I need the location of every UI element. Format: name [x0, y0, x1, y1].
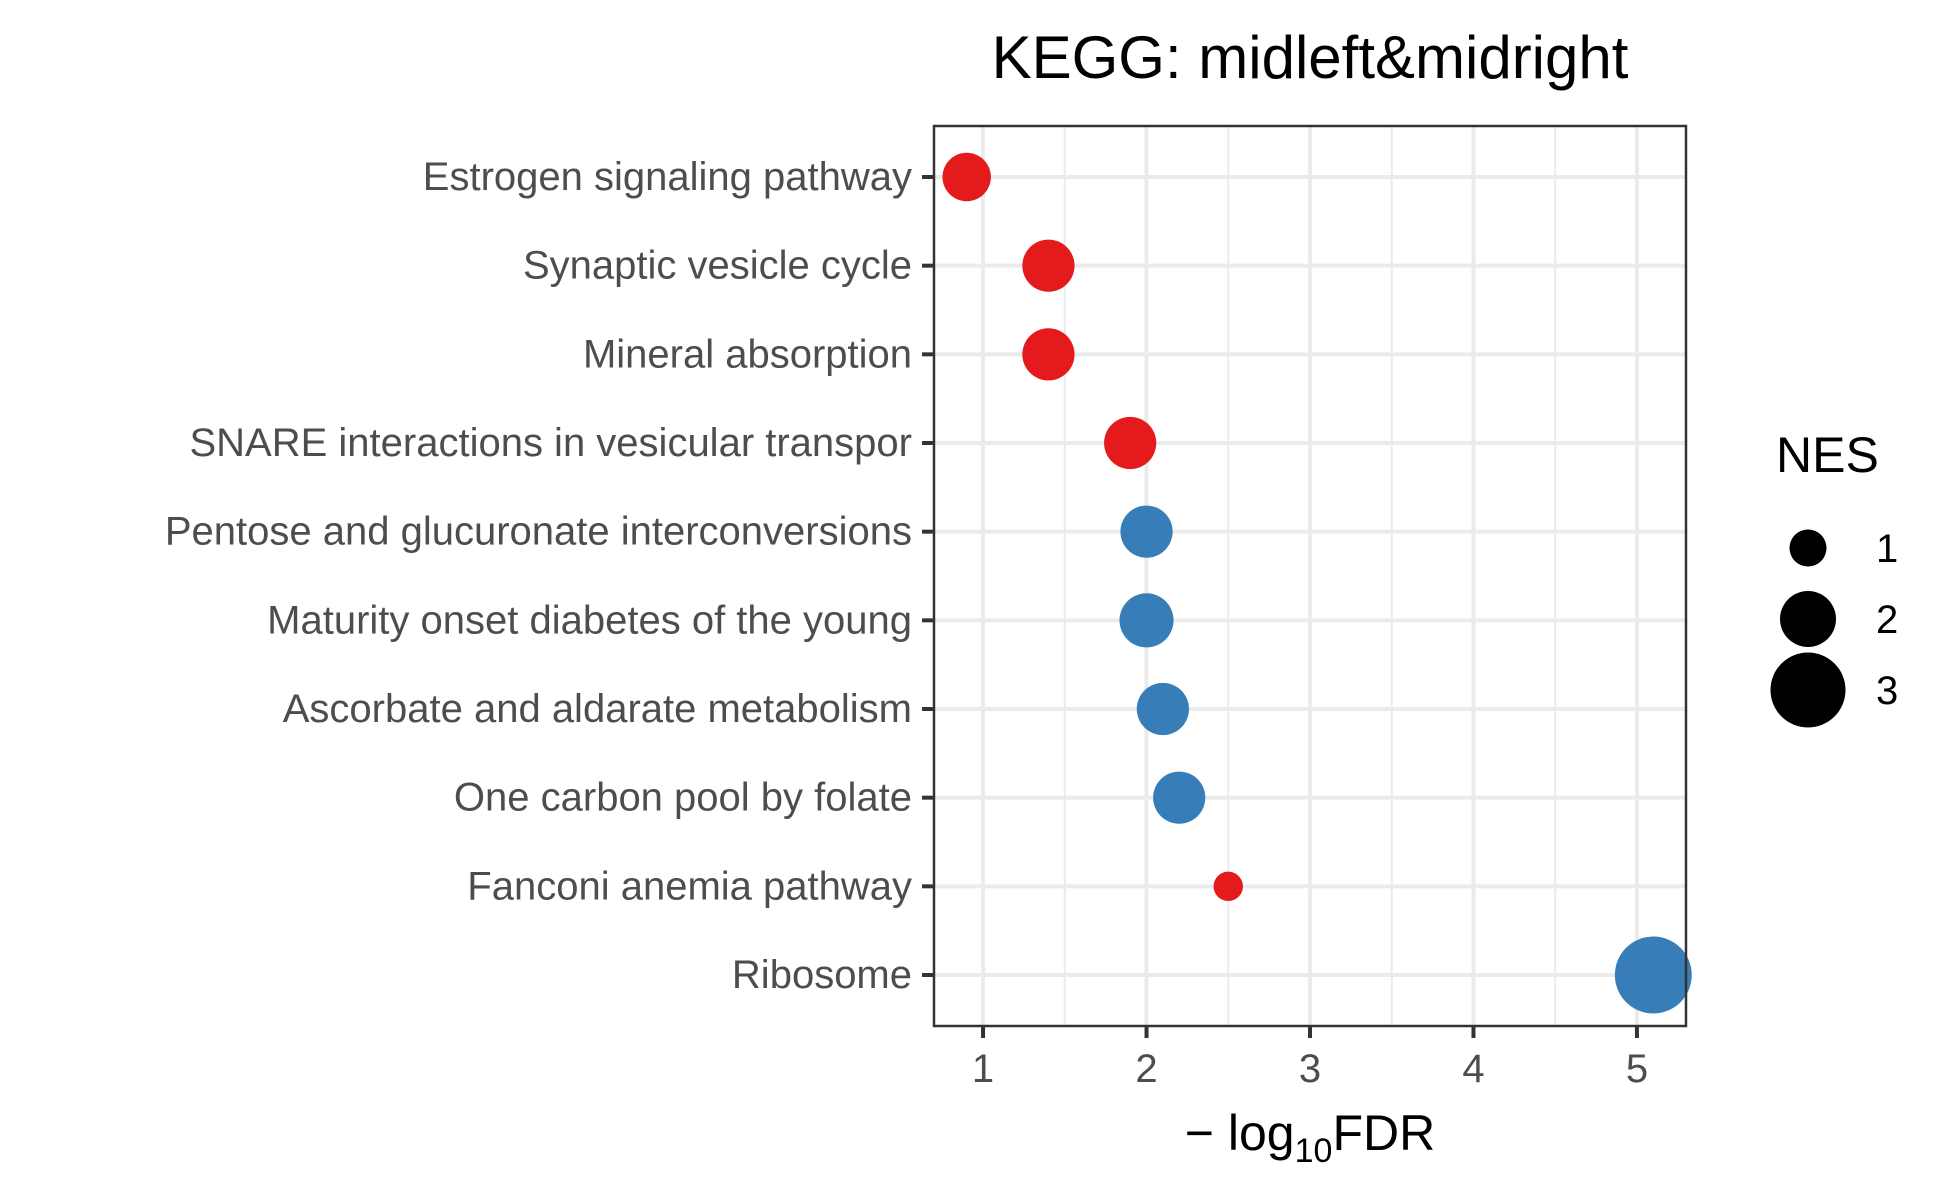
- legend-title: NES: [1776, 427, 1879, 483]
- legend-key: [1789, 529, 1827, 567]
- data-point: [1120, 505, 1173, 558]
- y-tick-label: Mineral absorption: [583, 332, 912, 376]
- plot-area: Estrogen signaling pathway Synaptic vesic…: [165, 124, 1692, 1170]
- chart-title: KEGG: midleft&midright: [992, 24, 1629, 91]
- data-point: [1119, 593, 1174, 648]
- x-tick-label: 5: [1626, 1047, 1648, 1091]
- y-tick-label: Pentose and glucuronate interconversions: [165, 510, 912, 554]
- data-point: [1022, 328, 1075, 381]
- data-point: [1136, 682, 1189, 736]
- x-tick-label: 2: [1135, 1047, 1157, 1091]
- data-point: [1614, 936, 1692, 1014]
- legend-key: [1770, 652, 1846, 728]
- y-tick-label: One carbon pool by folate: [454, 776, 912, 820]
- legend-label: 1: [1876, 527, 1898, 571]
- data-point: [942, 152, 991, 202]
- y-tick-label: Ascorbate and aldarate metabolism: [283, 687, 912, 731]
- y-tick-label: Fanconi anemia pathway: [467, 864, 912, 908]
- x-tick-label: 1: [972, 1047, 994, 1091]
- x-axis-title: − log10FDR: [1185, 1105, 1435, 1170]
- x-tick-label: 4: [1462, 1047, 1484, 1091]
- y-tick-label: Maturity onset diabetes of the young: [267, 598, 912, 642]
- data-point: [1104, 416, 1157, 470]
- y-tick-label: Synaptic vesicle cycle: [523, 244, 912, 288]
- y-tick-label: SNARE interactions in vesicular transpor: [189, 421, 912, 465]
- data-point: [1022, 239, 1075, 292]
- y-tick-label: Estrogen signaling pathway: [423, 155, 912, 199]
- legend-key: [1780, 591, 1836, 647]
- legend: NES 1 2 3: [1770, 427, 1898, 728]
- data-point: [1153, 771, 1206, 824]
- x-tick-label: 3: [1299, 1047, 1321, 1091]
- legend-label: 2: [1876, 598, 1898, 642]
- data-point: [1213, 871, 1243, 902]
- legend-label: 3: [1876, 669, 1898, 713]
- y-tick-label: Ribosome: [732, 953, 912, 997]
